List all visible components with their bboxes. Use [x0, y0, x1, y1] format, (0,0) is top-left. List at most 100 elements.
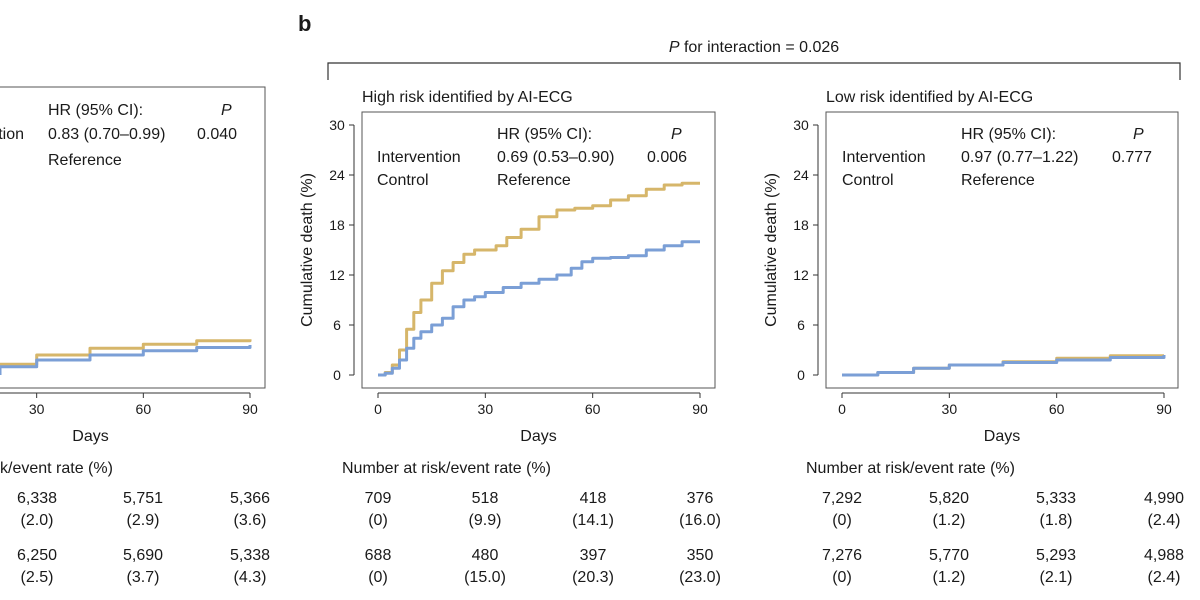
- p-value: 0.777: [1112, 149, 1152, 166]
- panel-b-label: b: [298, 11, 311, 36]
- x-tick-label: 90: [242, 401, 258, 417]
- p-header: P: [1133, 126, 1144, 143]
- p-header: P: [221, 102, 232, 119]
- intervention-at-risk-count: 418: [580, 490, 607, 507]
- intervention-event-rate: (16.0): [679, 512, 721, 529]
- control-event-rate: (15.0): [464, 569, 506, 586]
- control-at-risk-count: 480: [472, 547, 499, 564]
- hr-value: 0.97 (0.77–1.22): [961, 149, 1078, 166]
- hr-header: HR (95% CI):: [961, 126, 1056, 143]
- y-axis-label: Cumulative death (%): [299, 173, 316, 327]
- risk-table-title: k/event rate (%): [0, 460, 113, 477]
- intervention-event-rate: (2.0): [21, 512, 54, 529]
- y-tick-label: 24: [329, 167, 345, 183]
- legend-control-label: Control: [842, 172, 894, 189]
- interaction-text: for interaction = 0.026: [680, 39, 840, 56]
- x-tick-label: 90: [692, 401, 708, 417]
- plot-frame: [0, 86, 266, 389]
- control-event-rate: (23.0): [679, 569, 721, 586]
- control-event-rate: (0): [832, 569, 852, 586]
- control-curve: [0, 339, 252, 375]
- control-event-rate: (4.3): [234, 569, 267, 586]
- intervention-at-risk-count: 5,333: [1036, 490, 1076, 507]
- x-tick-label: 60: [585, 401, 601, 417]
- hr-value: Reference: [48, 152, 122, 169]
- y-tick-label: 6: [333, 317, 341, 333]
- control-at-risk-count: 397: [580, 547, 607, 564]
- legend-intervention-label: Intervention: [842, 149, 926, 166]
- y-tick-label: 30: [329, 117, 345, 133]
- intervention-at-risk-count: 376: [687, 490, 714, 507]
- control-event-rate: (1.2): [933, 569, 966, 586]
- control-curve: [378, 181, 700, 377]
- legend-intervention-label: tion: [0, 126, 24, 143]
- intervention-curve: [378, 240, 700, 377]
- y-tick-label: 24: [793, 167, 809, 183]
- control-event-rate: (20.3): [572, 569, 614, 586]
- intervention-at-risk-count: 518: [472, 490, 499, 507]
- x-tick-label: 30: [942, 401, 958, 417]
- x-tick-label: 60: [1049, 401, 1065, 417]
- control-event-rate: (2.1): [1040, 569, 1073, 586]
- p-header: P: [671, 126, 682, 143]
- hr-value: Reference: [961, 172, 1035, 189]
- intervention-at-risk-count: 709: [365, 490, 392, 507]
- control-at-risk-count: 5,338: [230, 547, 270, 564]
- hr-value: 0.83 (0.70–0.99): [48, 126, 165, 143]
- intervention-at-risk-count: 4,990: [1144, 490, 1184, 507]
- intervention-event-rate: (14.1): [572, 512, 614, 529]
- p-value: 0.006: [647, 149, 687, 166]
- legend-control-label: Control: [377, 172, 429, 189]
- control-at-risk-count: 5,770: [929, 547, 969, 564]
- x-tick-label: 0: [838, 401, 846, 417]
- control-at-risk-count: 6,250: [17, 547, 57, 564]
- hr-header: HR (95% CI):: [48, 102, 143, 119]
- x-tick-label: 30: [29, 401, 45, 417]
- plot-frame: [825, 111, 1179, 389]
- intervention-at-risk-count: 5,820: [929, 490, 969, 507]
- interaction-bracket: [327, 62, 1181, 80]
- x-tick-label: 30: [478, 401, 494, 417]
- hr-value: Reference: [497, 172, 571, 189]
- risk-table-title: Number at risk/event rate (%): [806, 460, 1015, 477]
- x-axis-label: Days: [984, 428, 1020, 445]
- intervention-event-rate: (1.2): [933, 512, 966, 529]
- control-event-rate: (0): [368, 569, 388, 586]
- y-tick-label: 12: [329, 267, 345, 283]
- control-event-rate: (2.4): [1148, 569, 1181, 586]
- hr-value: 0.69 (0.53–0.90): [497, 149, 614, 166]
- control-at-risk-count: 4,988: [1144, 547, 1184, 564]
- intervention-event-rate: (1.8): [1040, 512, 1073, 529]
- intervention-at-risk-count: 5,751: [123, 490, 163, 507]
- x-axis-label: Days: [72, 428, 108, 445]
- y-tick-label: 30: [793, 117, 809, 133]
- intervention-curve: [0, 345, 252, 375]
- y-axis-label: Cumulative death (%): [763, 173, 780, 327]
- plot-frame: [361, 111, 716, 389]
- x-axis-label: Days: [520, 428, 556, 445]
- risk-table-title: Number at risk/event rate (%): [342, 460, 551, 477]
- control-at-risk-count: 350: [687, 547, 714, 564]
- intervention-curve: [842, 355, 1166, 377]
- control-event-rate: (2.5): [21, 569, 54, 586]
- y-tick-label: 12: [793, 267, 809, 283]
- y-tick-label: 18: [793, 217, 809, 233]
- intervention-at-risk-count: 6,338: [17, 490, 57, 507]
- legend-intervention-label: Intervention: [377, 149, 461, 166]
- interaction-label: P for interaction = 0.026: [669, 39, 839, 56]
- x-tick-label: 0: [374, 401, 382, 417]
- control-event-rate: (3.7): [127, 569, 160, 586]
- y-tick-label: 0: [333, 367, 341, 383]
- intervention-event-rate: (0): [368, 512, 388, 529]
- interaction-p-symbol: P: [669, 39, 680, 56]
- intervention-event-rate: (0): [832, 512, 852, 529]
- control-at-risk-count: 5,690: [123, 547, 163, 564]
- intervention-event-rate: (2.4): [1148, 512, 1181, 529]
- y-tick-label: 18: [329, 217, 345, 233]
- control-at-risk-count: 7,276: [822, 547, 862, 564]
- x-tick-label: 90: [1156, 401, 1172, 417]
